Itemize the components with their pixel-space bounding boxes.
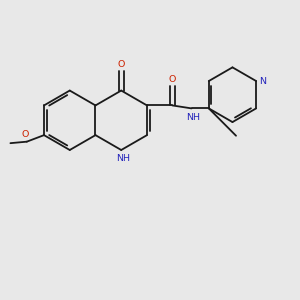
Text: O: O xyxy=(22,130,29,139)
Text: NH: NH xyxy=(186,113,200,122)
Text: O: O xyxy=(169,75,176,84)
Text: NH: NH xyxy=(117,154,130,163)
Text: N: N xyxy=(259,76,266,85)
Text: O: O xyxy=(118,60,125,69)
